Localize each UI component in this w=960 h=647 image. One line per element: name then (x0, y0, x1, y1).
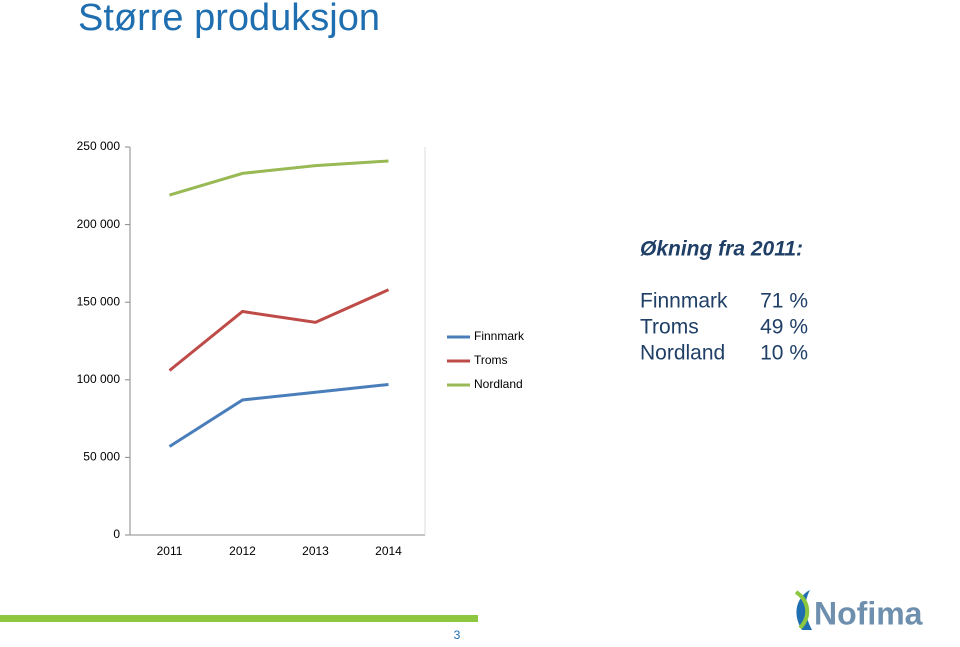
series-line (168, 382, 389, 448)
legend-label: Nordland (474, 377, 523, 391)
logo-mark (794, 590, 810, 630)
page-number: 3 (454, 628, 461, 642)
slide-title: Større produksjon (78, 0, 380, 39)
x-tick-label: 2013 (302, 544, 329, 558)
summary-change: 10 % (760, 342, 808, 365)
y-tick-label: 200 000 (77, 217, 121, 231)
y-tick-label: 50 000 (83, 450, 120, 464)
y-tick-label: 100 000 (77, 372, 121, 386)
summary-name: Troms (640, 316, 699, 339)
summary-name: Finnmark (640, 290, 728, 313)
summary-name: Nordland (640, 342, 725, 365)
y-tick-label: 0 (113, 527, 120, 541)
series-line (168, 288, 390, 372)
x-tick-label: 2011 (157, 544, 183, 558)
footer-bar (0, 615, 478, 622)
y-tick-label: 250 000 (77, 139, 121, 153)
logo-text: Nofima (814, 595, 923, 631)
summary-title: Økning fra 2011: (640, 238, 803, 261)
legend-label: Troms (474, 353, 508, 367)
legend-label: Finnmark (474, 329, 525, 343)
y-tick-label: 150 000 (77, 294, 121, 308)
summary-change: 71 % (760, 290, 808, 313)
series-line (169, 159, 389, 197)
logo-mark (796, 590, 812, 630)
x-tick-label: 2014 (375, 544, 402, 558)
summary-change: 49 % (760, 316, 808, 339)
x-tick-label: 2012 (229, 544, 256, 558)
